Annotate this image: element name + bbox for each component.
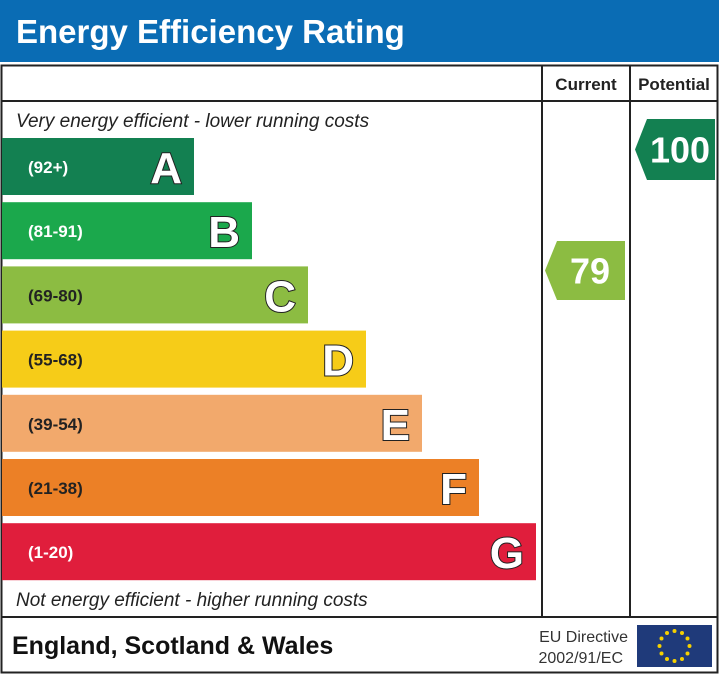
region-label: England, Scotland & Wales [12,632,333,660]
potential-arrow-shape [635,119,715,180]
band-range: (55-68) [28,351,83,370]
current-rating-value: 79 [570,251,610,292]
band-bar [2,394,422,452]
band-bar [2,138,194,195]
band-bar [2,266,308,324]
top-note: Very energy efficient - lower running co… [16,111,370,132]
star-icon [685,636,690,641]
star-icon [687,644,692,648]
potential-header: Potential [638,75,710,94]
band-letter: D [322,337,354,386]
band-range: (81-91) [28,222,83,241]
star-icon [665,631,669,636]
band-range: (92+) [28,158,68,177]
band-bar [2,459,479,516]
chart-title: Energy Efficiency Rating [16,13,405,50]
band-e: (39-54) E [2,394,422,452]
star-icon [680,656,684,661]
eu-flag-icon [637,625,712,667]
current-arrow-shape [545,241,625,300]
star-icon [672,659,677,663]
current-rating-arrow: 79 [545,241,625,300]
band-c: (69-80) C [2,266,308,324]
star-icon [685,651,690,656]
potential-rating-arrow: 100 [635,119,715,180]
title-bar [0,0,719,62]
band-range: (69-80) [28,286,83,305]
band-letter: F [440,465,467,514]
band-letter: G [490,529,524,578]
band-letter: B [208,208,240,257]
band-bar [2,523,536,581]
current-header: Current [555,75,617,94]
star-icon [672,629,677,633]
band-b: (81-91) B [2,202,252,260]
star-icon [657,644,662,648]
band-g: (1-20) G [2,523,536,581]
directive-line2: 2002/91/EC [538,650,623,667]
bottom-note: Not energy efficient - higher running co… [16,590,368,611]
band-d: (55-68) D [2,330,366,388]
band-bar [2,330,366,388]
potential-rating-value: 100 [650,130,710,171]
band-a: (92+) A [2,138,194,195]
band-range: (39-54) [28,415,83,434]
star-icon [659,651,664,656]
table-border [0,64,719,674]
band-f: (21-38) F [2,459,479,516]
band-range: (1-20) [28,543,73,562]
star-icon [680,631,684,636]
star-icon [659,636,664,641]
band-letter: E [381,401,410,450]
band-bar [2,202,252,260]
band-letter: A [150,144,182,193]
directive-line1: EU Directive [539,629,628,646]
star-icon [665,656,669,661]
band-range: (21-38) [28,479,83,498]
band-letter: C [264,272,296,321]
